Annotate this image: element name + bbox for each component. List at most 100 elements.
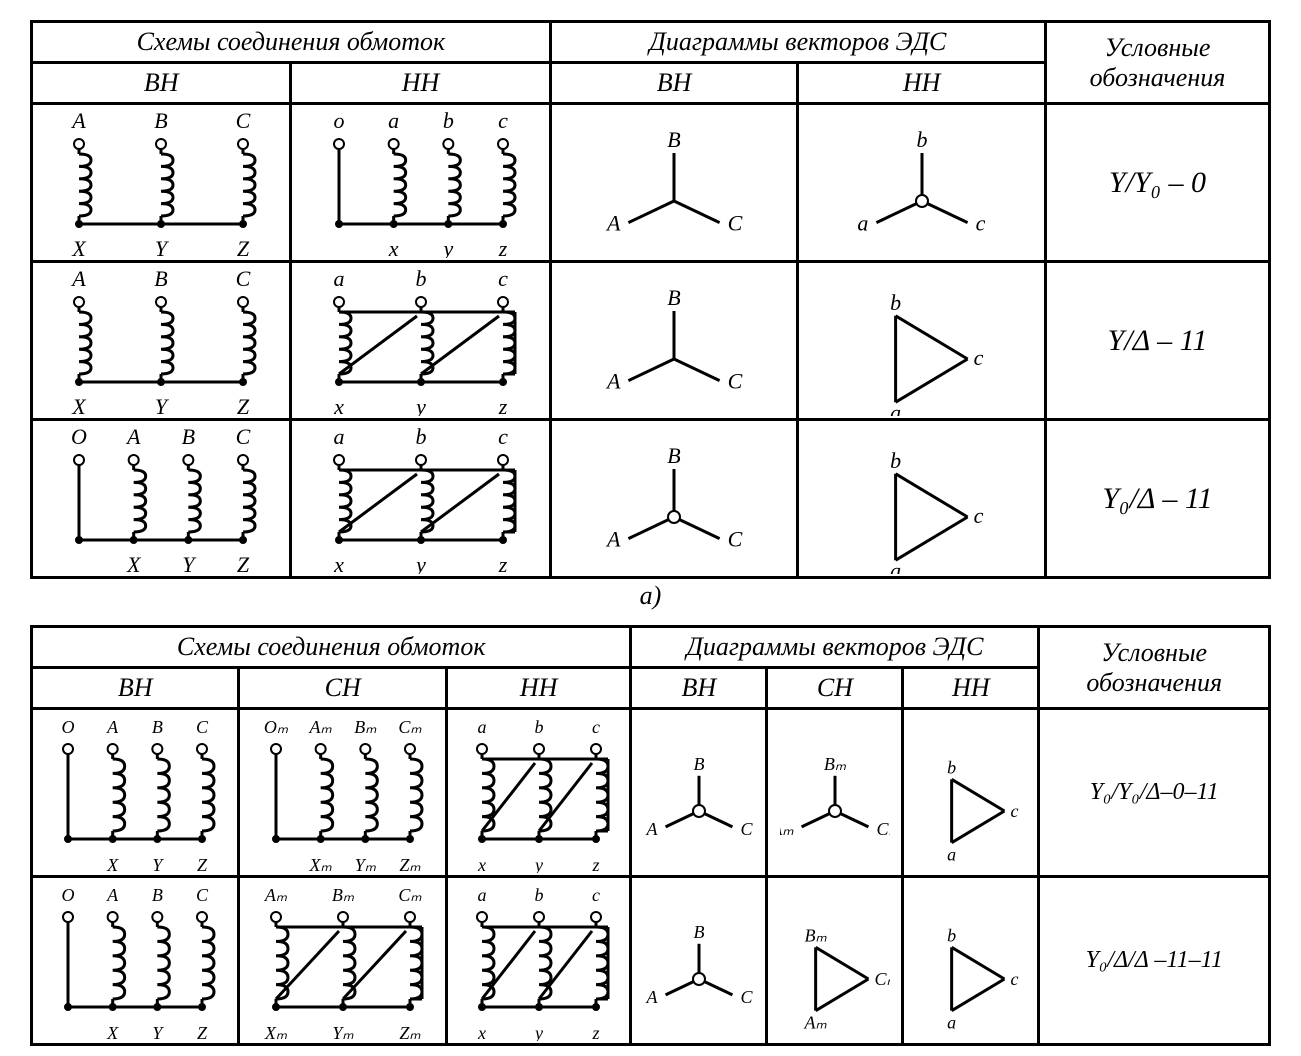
svg-text:A: A (106, 717, 119, 737)
hdr-vec-b: Диаграммы векторов ЭДС (631, 627, 1039, 668)
svg-text:b: b (947, 757, 956, 777)
svg-text:o: o (333, 108, 344, 133)
svg-text:B: B (152, 885, 163, 905)
svg-text:C: C (740, 818, 753, 838)
sub-ch-b2: СН (767, 668, 903, 709)
svg-text:c: c (975, 210, 985, 235)
winding-ch: AₘXₘBₘYₘCₘZₘ (239, 877, 446, 1045)
svg-text:X: X (106, 855, 119, 873)
vector-hh: bac (798, 104, 1046, 262)
winding-hh: axbycz (446, 709, 630, 877)
svg-text:C: C (728, 210, 743, 235)
svg-text:x: x (477, 855, 486, 873)
notation: Y₀/Δ – 11 (1045, 420, 1269, 578)
svg-text:Oₘ: Oₘ (264, 717, 289, 737)
svg-text:b: b (442, 108, 453, 133)
svg-text:Cₘ: Cₘ (398, 885, 422, 905)
svg-text:c: c (498, 424, 508, 449)
svg-text:Cₘ: Cₘ (398, 717, 422, 737)
svg-text:a: a (890, 558, 901, 574)
vector-bh: BAC (631, 709, 767, 877)
table-b-row: OAXBYCZAₘXₘBₘYₘCₘZₘaxbyczBACBₘCₘAₘbcaY₀/… (32, 877, 1270, 1045)
notation: Y₀/Y₀/Δ–0–11 (1039, 709, 1270, 877)
hdr-vec: Диаграммы векторов ЭДС (550, 22, 1045, 63)
svg-text:c: c (1010, 801, 1018, 821)
svg-text:Z: Z (237, 236, 250, 258)
svg-text:y: y (414, 394, 426, 416)
svg-text:A: A (70, 108, 86, 133)
svg-text:x: x (333, 552, 344, 574)
svg-text:Bₘ: Bₘ (332, 885, 355, 905)
svg-text:B: B (152, 717, 163, 737)
svg-text:c: c (498, 108, 508, 133)
winding-ch: OₘAₘXₘBₘYₘCₘZₘ (239, 709, 446, 877)
table-b-row: OAXBYCZOₘAₘXₘBₘYₘCₘZₘaxbyczBACBₘAₘCₘbcaY… (32, 709, 1270, 877)
svg-text:Y: Y (153, 1023, 165, 1041)
svg-text:O: O (62, 717, 75, 737)
svg-text:Z: Z (237, 552, 250, 574)
svg-text:y: y (441, 236, 453, 258)
svg-text:B: B (154, 108, 167, 133)
vector-ch: BₘAₘCₘ (767, 709, 903, 877)
svg-text:C: C (236, 424, 251, 449)
winding-bh: OAXBYCZ (32, 877, 239, 1045)
svg-text:z: z (591, 855, 599, 873)
svg-text:Zₘ: Zₘ (399, 855, 421, 873)
svg-text:B: B (693, 921, 704, 941)
svg-text:b: b (916, 127, 927, 152)
winding-bh: AXBYCZ (32, 104, 291, 262)
svg-text:a: a (477, 717, 486, 737)
svg-text:A: A (106, 885, 119, 905)
vector-hh: bca (798, 262, 1046, 420)
svg-text:B: B (182, 424, 195, 449)
sub-bh-b: ВН (32, 668, 239, 709)
vector-bh: BAC (550, 104, 798, 262)
svg-text:A: A (70, 266, 86, 291)
vector-bh: BAC (631, 877, 767, 1045)
winding-bh: AXBYCZ (32, 262, 291, 420)
svg-text:O: O (71, 424, 87, 449)
svg-text:z: z (591, 1023, 599, 1041)
svg-text:A: A (125, 424, 141, 449)
svg-text:Z: Z (237, 394, 250, 416)
svg-text:Aₘ: Aₘ (803, 1012, 827, 1032)
svg-text:y: y (533, 1023, 543, 1041)
svg-text:C: C (196, 885, 209, 905)
svg-text:Aₘ: Aₘ (780, 818, 794, 838)
vector-hh: bca (903, 709, 1039, 877)
notation: Y/Y₀ – 0 (1045, 104, 1269, 262)
svg-text:b: b (534, 885, 543, 905)
table-a: Схемы соединения обмоток Диаграммы векто… (30, 20, 1271, 579)
vector-bh: BAC (550, 420, 798, 578)
svg-text:Aₘ: Aₘ (308, 717, 332, 737)
svg-text:a: a (477, 885, 486, 905)
svg-text:z: z (497, 236, 507, 258)
svg-text:B: B (154, 266, 167, 291)
svg-text:A: A (605, 526, 621, 551)
table-a-header: Схемы соединения обмоток Диаграммы векто… (32, 22, 1270, 63)
svg-text:B: B (667, 285, 680, 310)
svg-text:Yₘ: Yₘ (354, 855, 376, 873)
svg-text:Z: Z (197, 855, 208, 873)
sub-bh2: ВН (550, 63, 798, 104)
svg-text:B: B (667, 443, 680, 468)
svg-text:B: B (667, 127, 680, 152)
svg-text:C: C (196, 717, 209, 737)
svg-text:a: a (333, 424, 344, 449)
svg-text:a: a (333, 266, 344, 291)
sub-hh-b: НН (446, 668, 630, 709)
svg-text:b: b (534, 717, 543, 737)
notation: Y/Δ – 11 (1045, 262, 1269, 420)
svg-text:b: b (947, 925, 956, 945)
svg-text:Yₘ: Yₘ (332, 1023, 354, 1041)
svg-text:Aₘ: Aₘ (264, 885, 288, 905)
table-b: Схемы соединения обмоток Диаграммы векто… (30, 625, 1271, 1046)
table-b-header: Схемы соединения обмоток Диаграммы векто… (32, 627, 1270, 668)
svg-text:X: X (71, 394, 87, 416)
svg-text:c: c (973, 345, 983, 370)
svg-text:X: X (126, 552, 142, 574)
sub-hh2: НН (798, 63, 1046, 104)
sub-hh-b2: НН (903, 668, 1039, 709)
svg-text:Z: Z (197, 1023, 208, 1041)
svg-text:B: B (693, 753, 704, 773)
